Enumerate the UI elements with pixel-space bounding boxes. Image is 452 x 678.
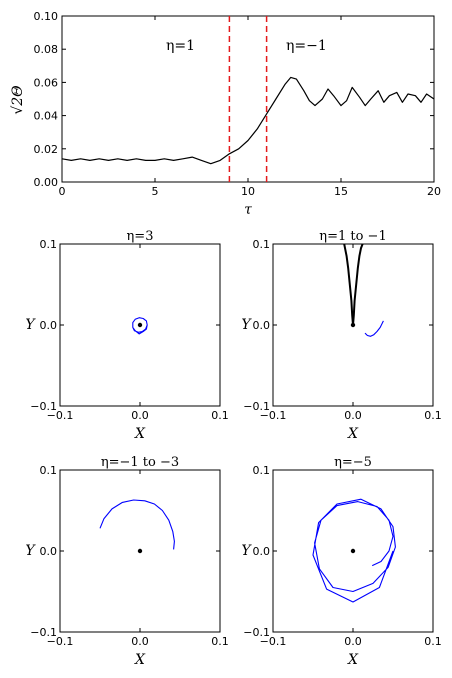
y-axis-label: Y bbox=[25, 317, 36, 333]
y-axis-label: Y bbox=[241, 543, 252, 559]
orbit-trajectory bbox=[352, 243, 364, 326]
y-tick-label: −0.1 bbox=[243, 626, 270, 639]
axis-ticks: 0 5 10 15 20 0.00 0.02 0.04 0.06 0.08 0.10 bbox=[34, 10, 442, 198]
annotation-eta-minus-1: η=−1 bbox=[286, 38, 327, 54]
central-mass-dot bbox=[137, 322, 143, 328]
x-tick-label: 0.1 bbox=[424, 409, 442, 422]
x-tick-label: 0.0 bbox=[131, 409, 149, 422]
panel-title: η=1 to −1 bbox=[319, 229, 386, 244]
y-tick-label: 0.0 bbox=[253, 319, 271, 332]
series bbox=[343, 243, 384, 337]
eta-switch-lines bbox=[228, 16, 268, 182]
x-tick-label: 0.0 bbox=[131, 635, 149, 648]
x-tick-label: 5 bbox=[152, 185, 159, 198]
y-axis-label: √2Θ bbox=[10, 85, 26, 115]
x-tick-label: 0 bbox=[59, 185, 66, 198]
x-axis-label: X bbox=[134, 426, 146, 442]
y-tick-label: 0.0 bbox=[253, 545, 271, 558]
y-tick-label: 0.06 bbox=[34, 76, 59, 89]
axis-ticks: −0.1 0.0 0.1 −0.1 0.0 0.1 bbox=[30, 238, 228, 422]
orbit-panel-eta-minus-5: η=−5 −0.1 0.0 0.1 −0.1 0.0 0.1 X Y bbox=[241, 455, 441, 668]
x-tick-label: 0.0 bbox=[344, 635, 362, 648]
x-tick-label: −0.1 bbox=[47, 409, 74, 422]
y-tick-label: 0.00 bbox=[34, 176, 59, 189]
y-tick-label: 0.1 bbox=[40, 464, 58, 477]
x-tick-label: −0.1 bbox=[47, 635, 74, 648]
x-axis-label: X bbox=[134, 652, 146, 668]
series bbox=[312, 498, 396, 603]
y-tick-label: 0.1 bbox=[40, 238, 58, 251]
x-axis-label: τ bbox=[244, 202, 252, 218]
axis-ticks: −0.1 0.0 0.1 −0.1 0.0 0.1 bbox=[30, 464, 228, 648]
series bbox=[99, 499, 175, 554]
y-tick-label: 0.1 bbox=[253, 464, 271, 477]
annotation-eta-1: η=1 bbox=[166, 38, 195, 54]
x-tick-label: −0.1 bbox=[260, 635, 287, 648]
orbit-panel-eta-1-to-minus-1: η=1 to −1 −0.1 0.0 0.1 −0.1 0.0 0.1 X Y bbox=[241, 229, 441, 442]
orbit-trajectory bbox=[132, 317, 148, 335]
plot-frame bbox=[61, 15, 435, 183]
panel-title: η=−5 bbox=[334, 455, 372, 470]
panel-title: η=3 bbox=[127, 229, 154, 244]
x-tick-label: 10 bbox=[241, 185, 255, 198]
orbit-trajectory bbox=[312, 498, 396, 603]
x-tick-label: 0.1 bbox=[424, 635, 442, 648]
y-axis-label: Y bbox=[25, 543, 36, 559]
y-tick-label: 0.02 bbox=[34, 143, 59, 156]
panel-title: η=−1 to −3 bbox=[101, 455, 179, 470]
orbit-trajectory bbox=[99, 499, 175, 550]
series bbox=[61, 76, 435, 165]
central-mass-dot bbox=[350, 548, 356, 554]
x-tick-label: 20 bbox=[427, 185, 441, 198]
axis-ticks: −0.1 0.0 0.1 −0.1 0.0 0.1 bbox=[243, 238, 441, 422]
central-mass-dot bbox=[137, 548, 143, 554]
y-tick-label: 0.0 bbox=[40, 545, 58, 558]
series bbox=[132, 317, 148, 335]
x-tick-label: 0.1 bbox=[211, 409, 229, 422]
orbit-trajectory bbox=[364, 320, 384, 337]
y-tick-label: −0.1 bbox=[30, 400, 57, 413]
x-tick-label: 0.0 bbox=[344, 409, 362, 422]
orbit-panel-eta-minus-1-to-minus-3: η=−1 to −3 −0.1 0.0 0.1 −0.1 0.0 0.1 X Y bbox=[25, 455, 228, 668]
y-tick-label: −0.1 bbox=[243, 400, 270, 413]
orbit-panel-eta-3: η=3 −0.1 0.0 0.1 −0.1 0.0 0.1 X Y bbox=[25, 229, 228, 442]
y-tick-label: 0.0 bbox=[40, 319, 58, 332]
axis-ticks: −0.1 0.0 0.1 −0.1 0.0 0.1 bbox=[243, 464, 441, 648]
x-tick-label: 15 bbox=[334, 185, 348, 198]
y-tick-label: 0.04 bbox=[34, 110, 59, 123]
x-axis-label: X bbox=[347, 426, 359, 442]
y-tick-label: 0.10 bbox=[34, 10, 59, 23]
central-mass-dot bbox=[350, 322, 356, 328]
x-axis-label: X bbox=[347, 652, 359, 668]
y-tick-label: 0.08 bbox=[34, 43, 59, 56]
x-tick-label: 0.1 bbox=[211, 635, 229, 648]
theta-curve bbox=[61, 76, 435, 165]
x-tick-label: −0.1 bbox=[260, 409, 287, 422]
y-tick-label: 0.1 bbox=[253, 238, 271, 251]
theta-vs-tau-plot: 0 5 10 15 20 0.00 0.02 0.04 0.06 0.08 0.10 η=1 η=−… bbox=[10, 10, 441, 218]
orbit-trajectory bbox=[343, 243, 354, 326]
y-tick-label: −0.1 bbox=[30, 626, 57, 639]
y-axis-label: Y bbox=[241, 317, 252, 333]
